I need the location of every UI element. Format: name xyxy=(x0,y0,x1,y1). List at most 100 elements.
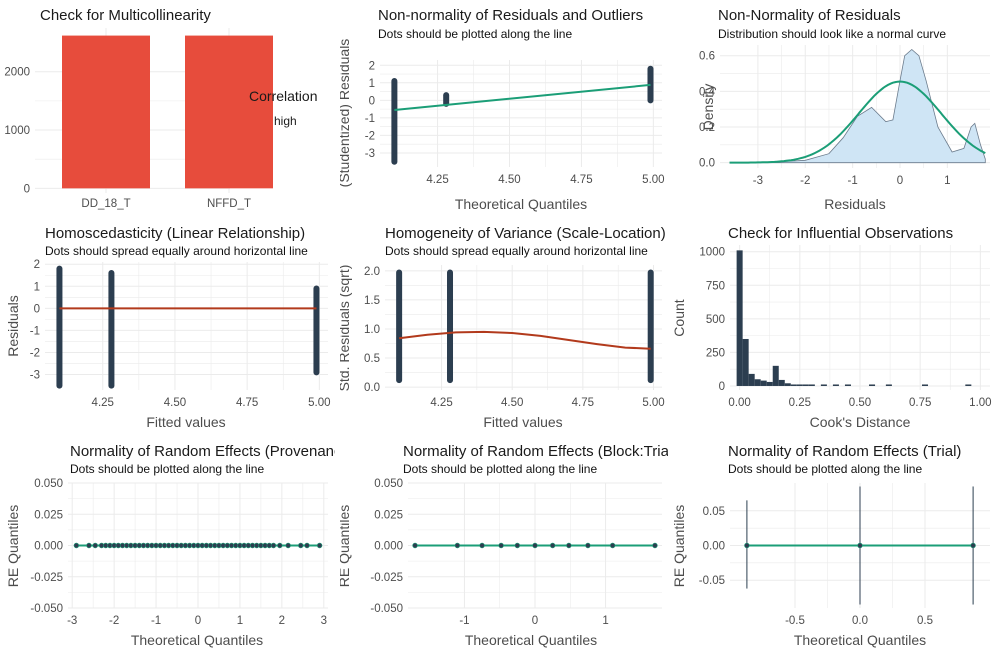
marks xyxy=(57,266,319,388)
histogram-bar xyxy=(791,384,797,386)
x-axis-title: Theoretical Quantiles xyxy=(455,196,587,212)
chart-subtitle: Dots should be plotted along the line xyxy=(403,462,597,476)
y-tick-label: 0.05 xyxy=(703,506,725,518)
data-point xyxy=(480,543,485,548)
histogram-bar xyxy=(809,384,815,386)
y-tick-label: 0.5 xyxy=(364,353,380,365)
marks xyxy=(745,486,976,604)
marks xyxy=(397,270,654,381)
y-tick-label: 2.0 xyxy=(364,266,380,278)
y-tick-label: 2 xyxy=(369,60,375,72)
data-point xyxy=(745,543,750,548)
chart-subtitle: Distribution should look like a normal c… xyxy=(718,27,946,41)
y-tick-label: -0.050 xyxy=(370,603,403,615)
x-axis-title: Theoretical Quantiles xyxy=(131,632,263,648)
x-tick-label: 4.75 xyxy=(236,397,258,409)
y-tick-label: -2 xyxy=(365,130,375,142)
y-axis-title: (Studentized) Residuals xyxy=(336,39,352,188)
x-tick-label: 1 xyxy=(602,615,608,627)
data-point xyxy=(286,543,291,548)
histogram-bar xyxy=(749,374,755,386)
y-tick-label: 0.6 xyxy=(699,51,715,63)
x-axis-title: Fitted values xyxy=(483,414,562,430)
legend-label-high: high xyxy=(274,114,297,128)
x-axis-title: Fitted values xyxy=(146,414,225,430)
data-point xyxy=(648,97,653,102)
bar-dd_18_t xyxy=(62,36,150,189)
qq-reference-line xyxy=(394,85,650,110)
x-tick-label: 3 xyxy=(321,615,327,627)
data-point xyxy=(397,376,402,381)
x-tick-label: -1 xyxy=(459,615,469,627)
gridlines xyxy=(45,262,328,390)
y-axis-title: Count xyxy=(671,299,687,336)
gridlines xyxy=(385,265,662,390)
x-tick-label: -3 xyxy=(753,175,763,187)
y-tick-label: 0 xyxy=(34,303,40,315)
chart-title: Normality of Random Effects (Provenance) xyxy=(70,443,355,460)
histogram-bar xyxy=(785,383,791,386)
x-tick-label: 5.00 xyxy=(642,397,664,409)
data-point xyxy=(447,376,452,381)
x-tick-label: 0.50 xyxy=(849,397,871,409)
x-tick-label: 4.25 xyxy=(430,397,452,409)
y-tick-label: -1 xyxy=(30,325,40,337)
y-tick-label: 0.025 xyxy=(374,509,403,521)
histogram-bar xyxy=(743,339,749,386)
chart-title: Non-Normality of Residuals xyxy=(718,7,901,24)
y-tick-label: 0.0 xyxy=(699,158,715,170)
histogram-bar xyxy=(821,384,827,386)
x-tick-label: -3 xyxy=(67,615,77,627)
data-point xyxy=(515,543,520,548)
x-tick-label: 0.0 xyxy=(852,615,868,627)
y-tick-label: -0.025 xyxy=(30,572,63,584)
histogram-bar xyxy=(833,384,839,386)
histogram-bar xyxy=(922,384,928,386)
histogram-bar xyxy=(886,384,892,386)
x-tick-label: 0 xyxy=(897,175,903,187)
x-tick-label: 0 xyxy=(532,615,538,627)
x-axis-title: Theoretical Quantiles xyxy=(465,632,597,648)
y-tick-label: 0.0 xyxy=(364,382,380,394)
data-point xyxy=(298,543,303,548)
x-tick-label: 0.75 xyxy=(909,397,931,409)
y-tick-label: 0.050 xyxy=(374,478,403,490)
legend-title: Correlation xyxy=(249,88,317,104)
y-tick-label: 1 xyxy=(34,281,40,293)
marks xyxy=(737,250,972,386)
chart-subtitle: Dots should be plotted along the line xyxy=(70,462,264,476)
y-tick-label: -1 xyxy=(365,113,375,125)
y-tick-label: 750 xyxy=(706,280,725,292)
histogram-bar xyxy=(755,379,761,386)
x-tick-label: 4.50 xyxy=(501,397,523,409)
histogram-bar xyxy=(761,381,767,386)
y-tick-label: 2000 xyxy=(4,67,30,79)
gridlines xyxy=(380,60,662,167)
x-tick-label: 1 xyxy=(237,615,243,627)
data-point xyxy=(648,376,653,381)
x-tick-label: 0.25 xyxy=(789,397,811,409)
gridlines xyxy=(730,245,990,390)
chart-title: Check for Influential Observations xyxy=(728,225,953,242)
chart-subtitle: Dots should spread equally around horizo… xyxy=(45,244,308,258)
x-tick-label: 1.00 xyxy=(969,397,991,409)
y-tick-label: 0.000 xyxy=(374,541,403,553)
marks xyxy=(392,66,653,163)
y-tick-label: 0.00 xyxy=(703,541,725,553)
chart-subtitle: Dots should be plotted along the line xyxy=(728,462,922,476)
x-axis-title: Cook's Distance xyxy=(810,414,911,430)
y-axis-title: Std. Residuals (sqrt) xyxy=(336,265,352,392)
x-axis-title: Residuals xyxy=(824,196,885,212)
y-axis-title: Density xyxy=(700,84,716,131)
x-tick-label: 5.00 xyxy=(642,174,664,186)
data-point xyxy=(305,543,310,548)
y-axis-title: Residuals xyxy=(5,295,21,356)
x-tick-label: 4.25 xyxy=(426,174,448,186)
x-tick-label: -1 xyxy=(848,175,858,187)
panel-re_provenance: Normality of Random Effects (Provenance)… xyxy=(5,443,355,648)
x-tick-label: DD_18_T xyxy=(81,198,130,210)
x-tick-label: 4.50 xyxy=(498,174,520,186)
x-tick-label: 5.00 xyxy=(308,397,330,409)
y-tick-label: -0.050 xyxy=(30,603,63,615)
chart-subtitle: Dots should be plotted along the line xyxy=(378,27,572,41)
